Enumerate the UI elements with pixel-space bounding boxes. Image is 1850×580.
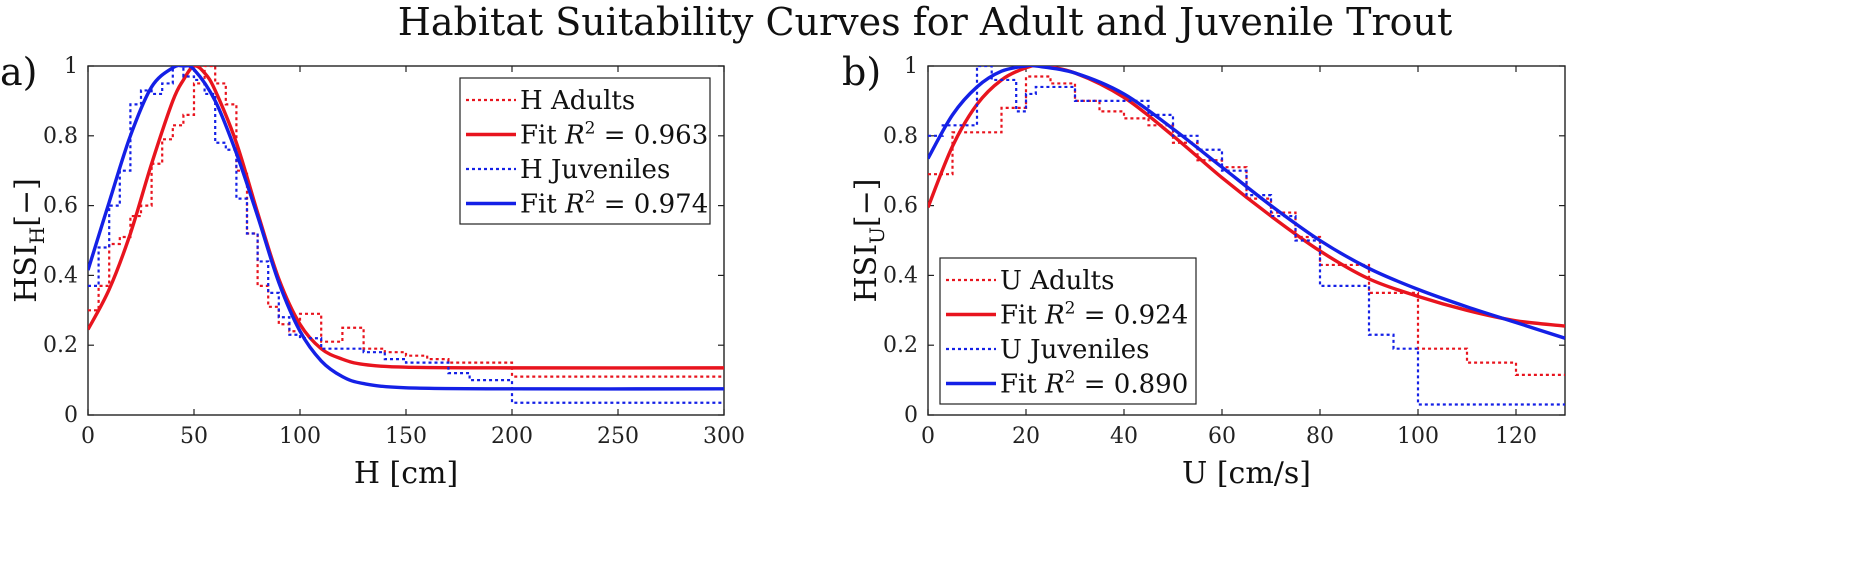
y-tick-label: 0.8 — [883, 124, 918, 149]
y-tick-label: 0.2 — [883, 333, 918, 358]
y-tick-label: 0.6 — [43, 194, 78, 219]
plot-frame — [927, 65, 1566, 416]
x-tick-label: 250 — [597, 424, 639, 449]
legend-entry: Fit R2 = 0.963 — [520, 119, 708, 151]
x-tick-label: 80 — [1306, 424, 1334, 449]
fit-curve — [88, 66, 724, 391]
x-tick-label: 60 — [1208, 424, 1236, 449]
y-tick-label: 0.4 — [43, 263, 78, 288]
series-line — [928, 66, 1565, 406]
y-tick-label: 0.6 — [883, 194, 918, 219]
fit-curve — [928, 66, 1565, 340]
y-tick-label: 0.8 — [43, 124, 78, 149]
y-tick-label: 1 — [64, 54, 78, 79]
x-axis-label: U [cm/s] — [1182, 456, 1311, 491]
panel-label-a: a) — [0, 50, 38, 94]
legend-entry: Fit R2 = 0.924 — [1000, 299, 1188, 331]
panel-label-b: b) — [842, 50, 882, 94]
legend-entry: U Juveniles — [1000, 335, 1150, 365]
y-tick-label: 0.4 — [883, 263, 918, 288]
series-line — [88, 66, 724, 404]
x-tick-label: 200 — [491, 424, 533, 449]
fit-curve — [88, 66, 724, 370]
chart-panel-b: 0 20 40 60 80 100 120 0 0.2 0.4 0.6 0.8 1 U [cm/s] HSI… — [849, 54, 1566, 491]
legend-box — [939, 257, 1197, 405]
x-tick-label: 150 — [385, 424, 427, 449]
legend-entry: H Juveniles — [520, 155, 670, 185]
x-tick-label: 120 — [1495, 424, 1537, 449]
x-tick-label: 100 — [1397, 424, 1439, 449]
legend-entry: Fit R2 = 0.890 — [1000, 368, 1188, 400]
legend-entry: Fit R2 = 0.974 — [520, 188, 708, 220]
y-tick-label: 1 — [904, 54, 918, 79]
y-tick-label: 0 — [904, 403, 918, 428]
x-tick-label: 50 — [180, 424, 208, 449]
series-line — [88, 66, 724, 378]
legend-entry: U Adults — [1000, 266, 1114, 296]
x-tick-label: 100 — [279, 424, 321, 449]
y-tick-label: 0.2 — [43, 333, 78, 358]
x-tick-label: 20 — [1012, 424, 1040, 449]
x-tick-label: 0 — [81, 424, 95, 449]
x-tick-label: 300 — [703, 424, 745, 449]
figure-title: Habitat Suitability Curves for Adult and… — [397, 0, 1453, 44]
chart-panel-a: 0 50 100 150 200 250 300 0 0.2 0.4 0.6 0.8 1 H [cm] HS… — [9, 54, 745, 491]
y-axis-label: HSIU[−] — [849, 179, 889, 303]
x-tick-label: 0 — [921, 424, 935, 449]
legend-box — [459, 77, 711, 225]
x-tick-label: 40 — [1110, 424, 1138, 449]
y-tick-label: 0 — [64, 403, 78, 428]
x-axis-label: H [cm] — [354, 456, 458, 491]
legend-entry: H Adults — [520, 86, 635, 116]
y-axis-label: HSIH[−] — [9, 178, 49, 303]
